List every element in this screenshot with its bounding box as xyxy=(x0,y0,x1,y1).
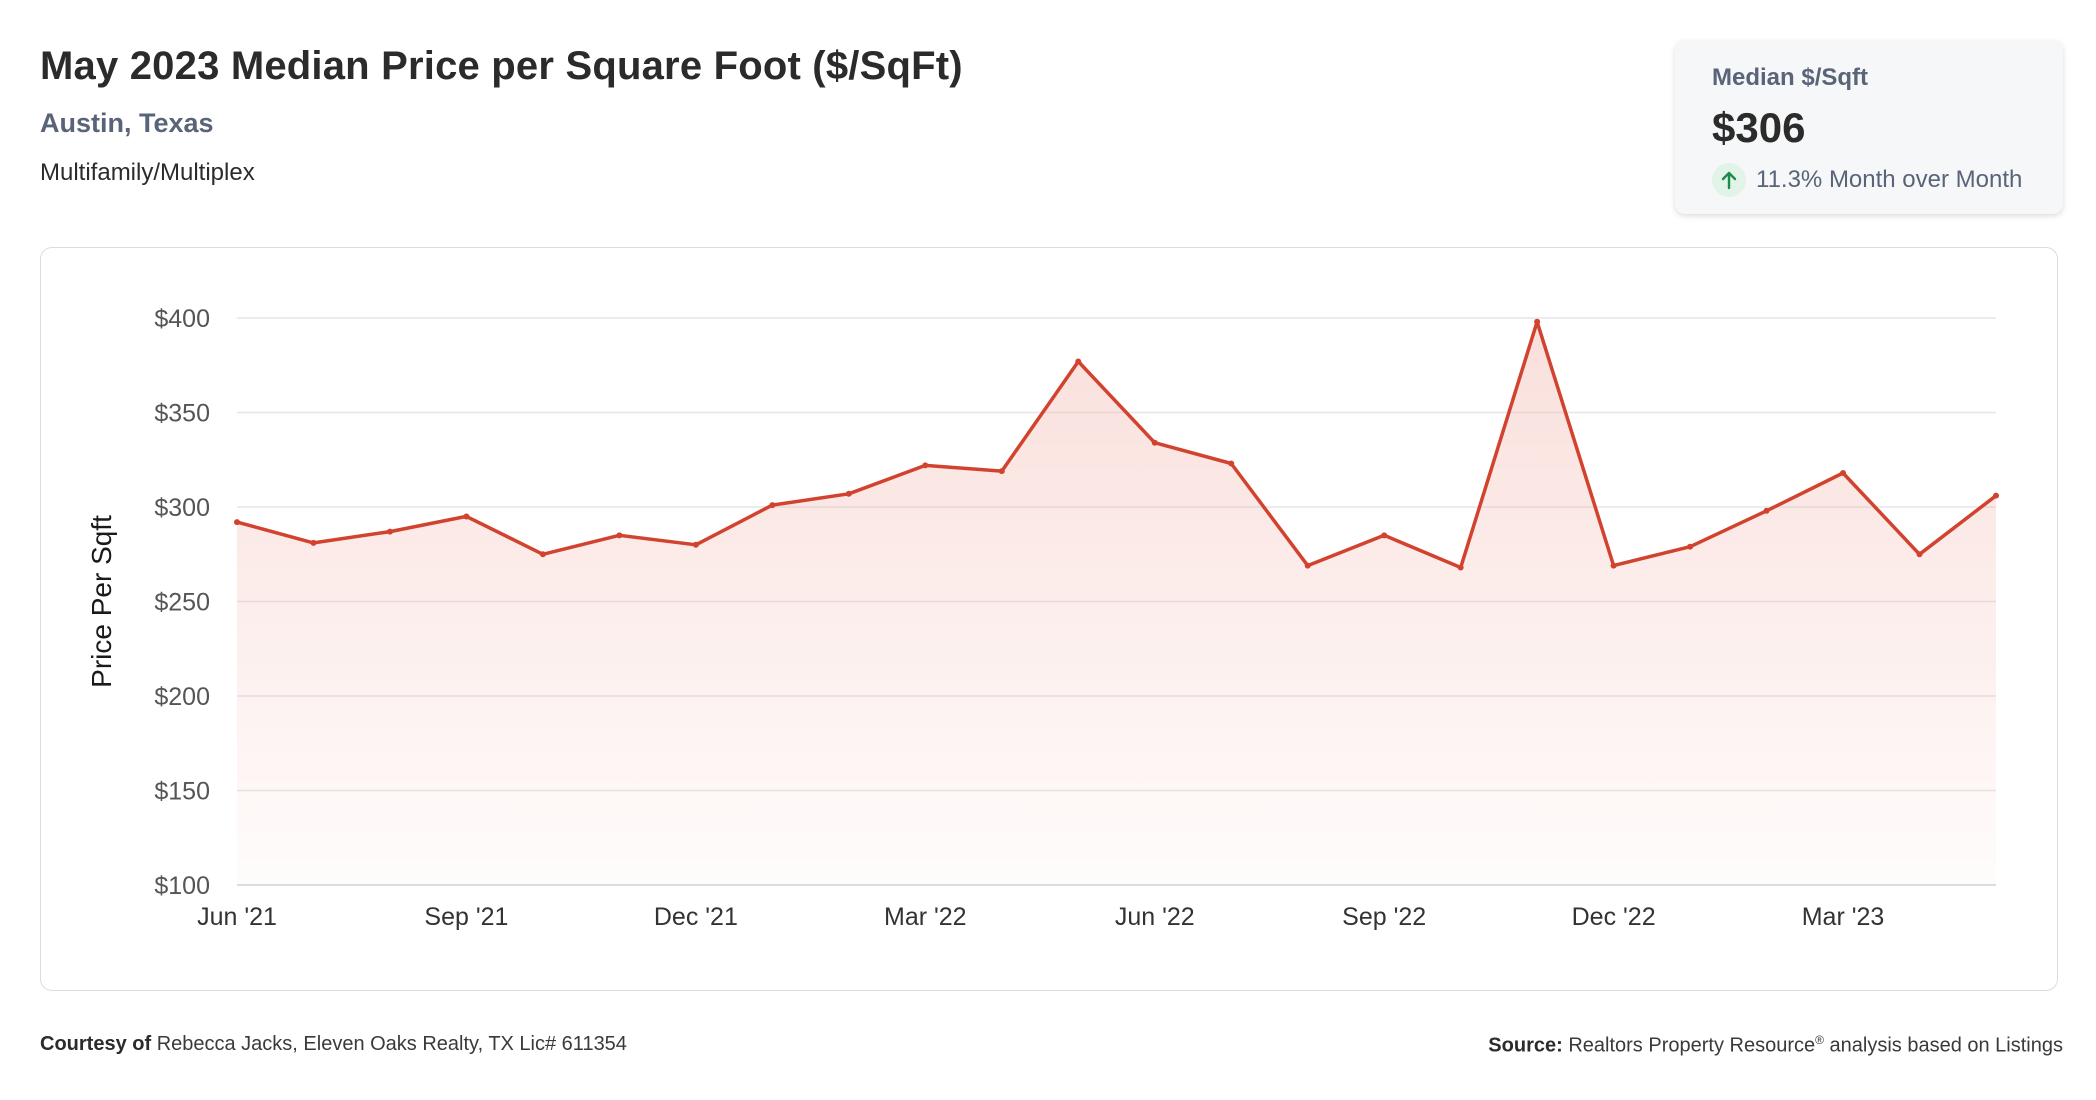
summary-value: $306 xyxy=(1712,104,1806,151)
page-title: May 2023 Median Price per Square Foot ($… xyxy=(40,44,963,88)
courtesy-text: Rebecca Jacks, Eleven Oaks Realty, TX Li… xyxy=(156,1033,627,1055)
data-point xyxy=(463,513,470,520)
data-point xyxy=(1228,460,1235,467)
summary-label: Median $/Sqft xyxy=(1712,64,1869,91)
data-point xyxy=(310,539,317,546)
y-tick-label: $200 xyxy=(154,683,210,711)
y-tick-label: $150 xyxy=(154,778,210,806)
source-text: Realtors Property Resource xyxy=(1568,1034,1816,1057)
y-tick-label: $100 xyxy=(154,872,210,900)
data-point xyxy=(1534,318,1541,325)
x-tick-label: Dec '21 xyxy=(654,903,738,931)
data-point xyxy=(1381,532,1388,539)
x-tick-label: Sep '21 xyxy=(424,903,508,931)
y-axis-label: Price Per Sqft xyxy=(86,515,117,688)
y-tick-label: $400 xyxy=(154,305,210,333)
arrow-up-icon xyxy=(1712,163,1746,197)
data-point xyxy=(692,541,699,548)
summary-card: Median $/Sqft $306 11.3% Month over Mont… xyxy=(1675,40,2063,214)
data-point xyxy=(1457,564,1464,571)
data-point xyxy=(1687,543,1694,550)
registered-mark: ® xyxy=(1815,1033,1824,1047)
data-point xyxy=(234,519,240,526)
y-tick-label: $300 xyxy=(154,494,210,522)
trend-change-text: 11.3% Month over Month xyxy=(1756,166,2023,193)
x-tick-label: Dec '22 xyxy=(1572,903,1656,931)
courtesy-label: Courtesy of xyxy=(40,1033,152,1055)
price-series-line xyxy=(235,320,1998,570)
data-point xyxy=(1993,492,1999,499)
data-point xyxy=(1916,551,1923,558)
courtesy-footer: Courtesy of Rebecca Jacks, Eleven Oaks R… xyxy=(40,1033,627,1056)
data-point xyxy=(386,528,393,535)
data-point xyxy=(1840,469,1847,476)
y-tick-label: $250 xyxy=(154,589,210,617)
trend-row: 11.3% Month over Month xyxy=(1712,162,2022,198)
data-point xyxy=(1304,562,1311,569)
y-tick-label: $350 xyxy=(154,400,210,428)
data-point xyxy=(1763,507,1770,514)
price-area-fill xyxy=(237,321,1996,885)
data-point xyxy=(1610,562,1617,569)
price-per-sqft-chart: $100 $150 $200 $250 $300 $350 $400 Jun '21 Sep '… xyxy=(86,305,1999,931)
data-point xyxy=(998,468,1005,475)
x-tick-label: Jun '22 xyxy=(1115,903,1195,931)
data-point xyxy=(1075,358,1082,365)
location-label: Austin, Texas xyxy=(40,108,214,138)
data-point xyxy=(845,490,852,497)
data-point xyxy=(616,532,623,539)
x-tick-label: Jun '21 xyxy=(197,903,277,931)
property-type-label: Multifamily/Multiplex xyxy=(40,159,255,186)
data-point xyxy=(1151,439,1158,446)
source-label: Source: xyxy=(1488,1034,1563,1057)
source-suffix: analysis based on Listings xyxy=(1823,1034,2064,1057)
source-footer: Source: Realtors Property Resource® anal… xyxy=(1488,1033,2063,1058)
x-tick-label: Sep '22 xyxy=(1342,903,1426,931)
chart-panel: $100 $150 $200 $250 $300 $350 $400 Jun '21 Sep '… xyxy=(40,247,2058,991)
data-point xyxy=(922,462,929,469)
data-point xyxy=(769,502,776,509)
x-tick-label: Mar '22 xyxy=(884,903,967,931)
data-point xyxy=(539,551,546,558)
x-tick-label: Mar '23 xyxy=(1802,903,1885,931)
